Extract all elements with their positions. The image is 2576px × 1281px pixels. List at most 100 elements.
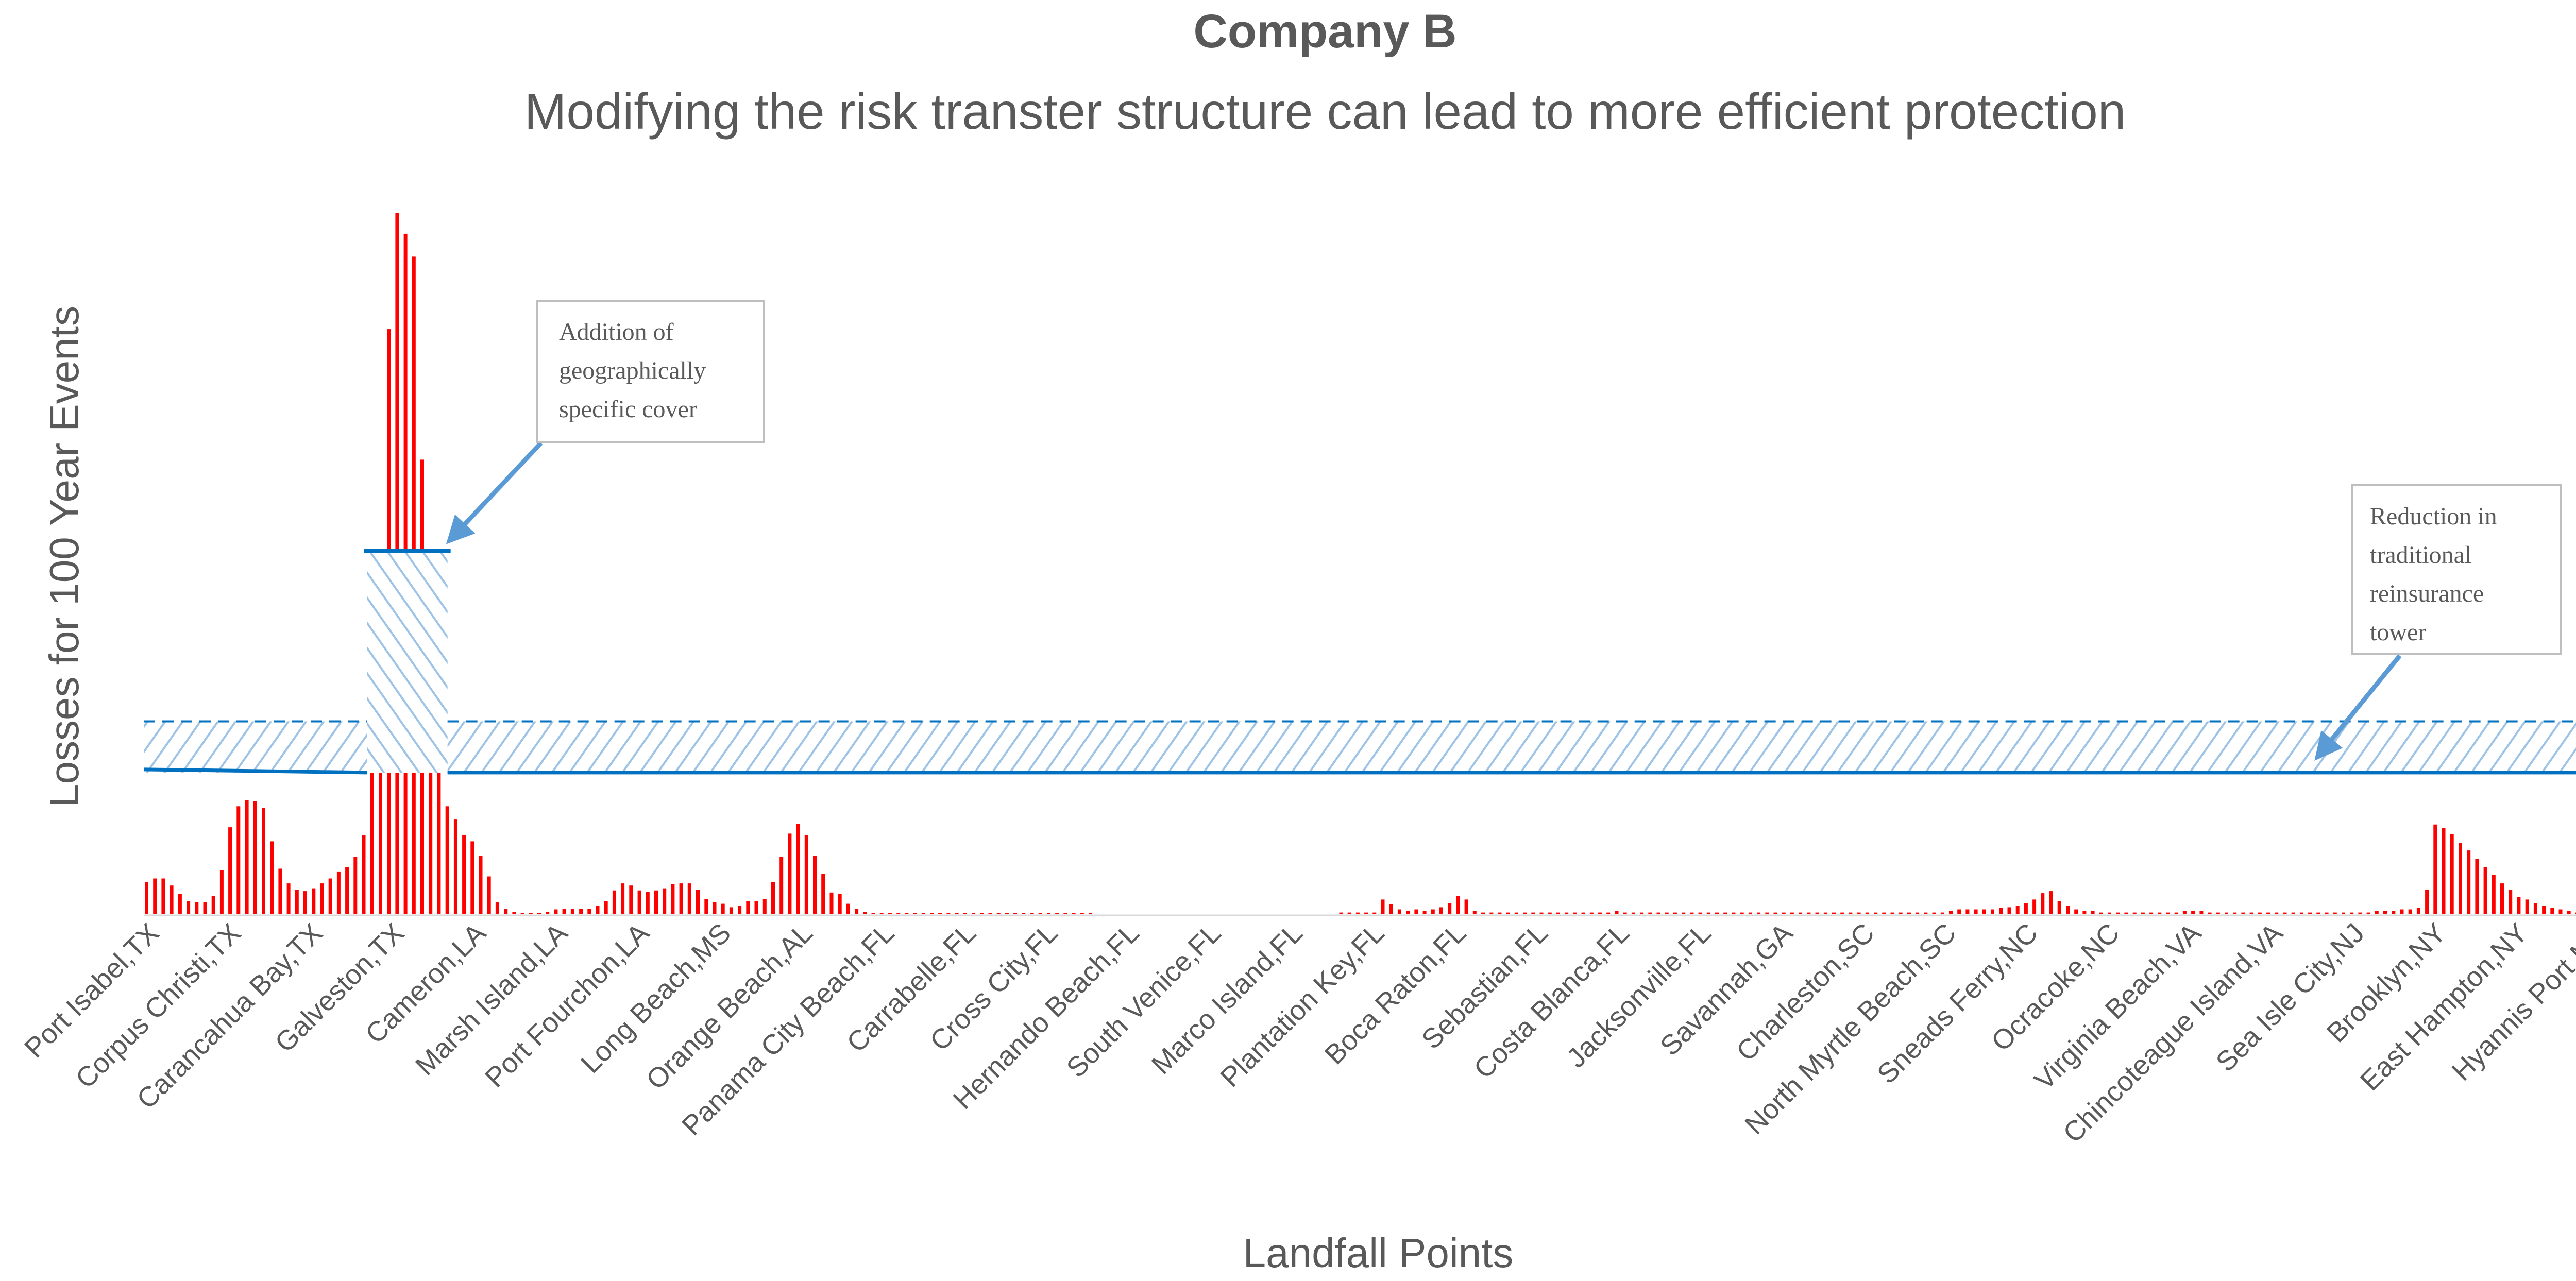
bar (913, 913, 917, 914)
bar (721, 903, 725, 914)
bar (1397, 909, 1401, 914)
bar (804, 835, 808, 914)
bar (270, 841, 274, 914)
bar (1965, 909, 1970, 914)
bar (1514, 912, 1518, 914)
bar (2091, 911, 2095, 914)
bar (2542, 906, 2546, 914)
bar (2517, 897, 2521, 914)
bar (1723, 912, 1727, 914)
bar (746, 901, 750, 914)
bar (520, 913, 524, 914)
bar (2174, 912, 2178, 914)
traditional-tower-band (144, 721, 2576, 773)
x-tick-label: Jacksonville,FL (1561, 917, 1717, 1073)
bar (1890, 912, 1894, 914)
bar (972, 913, 976, 914)
bar (671, 884, 675, 914)
bar (253, 801, 257, 914)
bar (1022, 913, 1026, 914)
bar (1389, 904, 1393, 914)
bar (529, 913, 533, 914)
bar (2558, 909, 2563, 914)
bar (562, 909, 566, 914)
bar (1080, 913, 1084, 914)
bar (203, 902, 207, 914)
bar (1615, 911, 1619, 914)
bar (871, 913, 875, 914)
y-axis-title: Losses for 100 Year Events (41, 305, 87, 807)
bar (779, 857, 784, 914)
bar (729, 907, 733, 914)
bar (2116, 912, 2120, 914)
bar (2124, 912, 2128, 914)
bar (1857, 912, 1861, 914)
bar (1372, 912, 1377, 914)
bar (1982, 909, 1986, 914)
bar (1706, 912, 1710, 914)
bar (170, 885, 174, 914)
bar (2049, 891, 2053, 914)
bar (2275, 912, 2279, 914)
bar (1849, 912, 1853, 914)
bar (2475, 859, 2479, 914)
bar (554, 909, 558, 914)
bar (2225, 912, 2228, 914)
bar (2500, 883, 2504, 914)
bar (2108, 912, 2111, 914)
bar (2383, 911, 2387, 914)
bar (646, 892, 650, 914)
bar (487, 876, 491, 914)
bar (1589, 912, 1594, 914)
x-tick-label: South Venice,FL (1061, 917, 1227, 1084)
bar (1782, 912, 1786, 914)
bar (2392, 911, 2396, 914)
bar (2182, 911, 2187, 914)
bar (896, 913, 901, 914)
bar (295, 890, 299, 914)
bar (846, 903, 850, 914)
bar (1005, 913, 1009, 914)
bar (704, 899, 708, 914)
chart-subtitle: Modifying the risk transter structure ca… (524, 83, 2126, 140)
annotation-line: traditional (2370, 541, 2471, 569)
bar (1665, 912, 1669, 914)
bar (2191, 911, 2195, 914)
bar (303, 891, 307, 914)
bar (1648, 912, 1652, 914)
bar (1598, 912, 1602, 914)
bar (537, 913, 541, 914)
annotation-arrow (2314, 654, 2402, 761)
bar (855, 909, 859, 914)
bar (1907, 912, 1911, 914)
bar (236, 806, 241, 914)
bar (228, 827, 232, 914)
bar (1865, 912, 1869, 914)
bar (2350, 912, 2354, 914)
bar (1949, 911, 1953, 914)
bar (771, 882, 775, 914)
bar (2442, 828, 2446, 914)
bar (2015, 906, 2020, 914)
bar (1773, 912, 1777, 914)
bar (1823, 912, 1827, 914)
bar (2492, 875, 2496, 914)
bar (2333, 912, 2337, 914)
bar (687, 883, 691, 914)
bar (888, 913, 892, 914)
bar (2483, 867, 2487, 914)
bar (762, 899, 767, 914)
bar (1355, 912, 1360, 914)
bar (2533, 903, 2537, 914)
bar (2408, 909, 2412, 914)
bar (838, 894, 842, 914)
bar (1991, 909, 1994, 914)
bar (1732, 912, 1736, 914)
bar (1422, 911, 1427, 914)
bar (2316, 912, 2320, 914)
bar (320, 883, 324, 914)
bar (1414, 909, 1418, 914)
bar (1840, 912, 1844, 914)
bar (679, 883, 683, 914)
x-tick-label: Charleston,SC (1731, 917, 1880, 1067)
